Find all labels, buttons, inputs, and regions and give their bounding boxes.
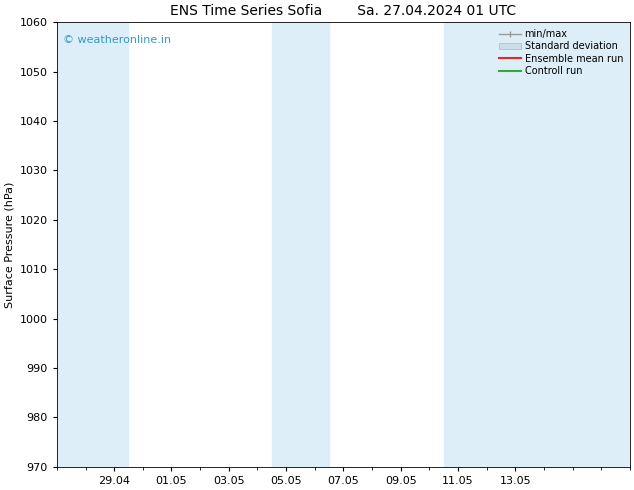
Bar bbox=[57, 22, 129, 467]
Bar bbox=[272, 22, 329, 467]
Y-axis label: Surface Pressure (hPa): Surface Pressure (hPa) bbox=[4, 181, 14, 308]
Legend: min/max, Standard deviation, Ensemble mean run, Controll run: min/max, Standard deviation, Ensemble me… bbox=[497, 27, 625, 78]
Bar bbox=[444, 22, 630, 467]
Title: ENS Time Series Sofia        Sa. 27.04.2024 01 UTC: ENS Time Series Sofia Sa. 27.04.2024 01 … bbox=[171, 4, 517, 18]
Text: © weatheronline.in: © weatheronline.in bbox=[63, 35, 171, 46]
